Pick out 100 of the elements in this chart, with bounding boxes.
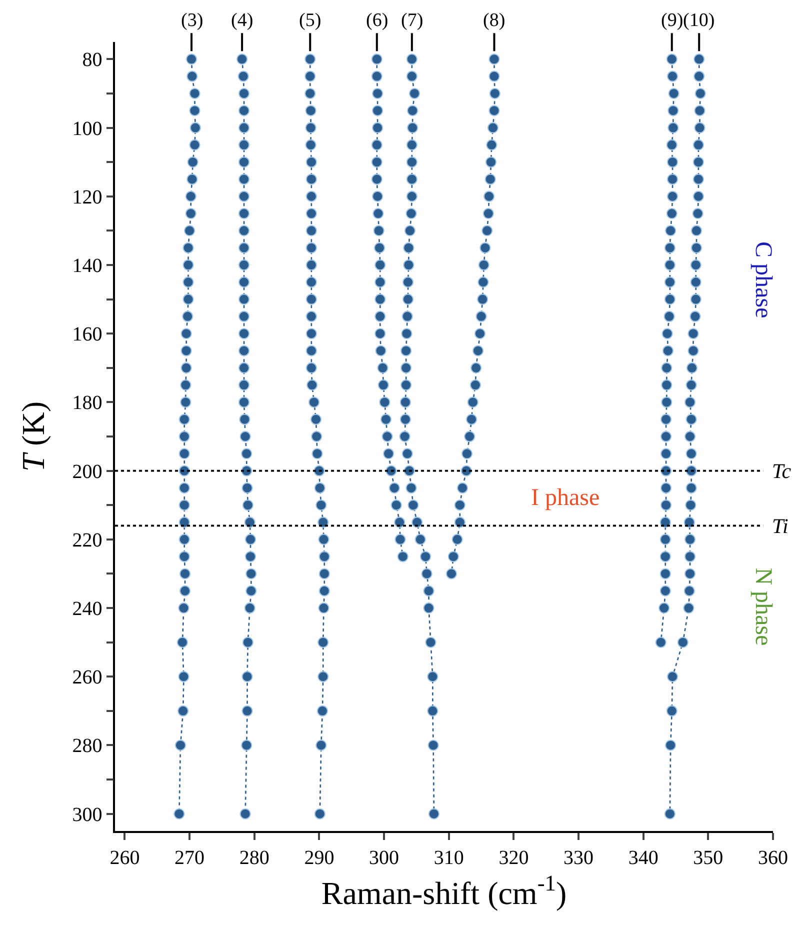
- point: [379, 396, 390, 408]
- point: [684, 568, 696, 580]
- point: [403, 242, 414, 254]
- point: [661, 362, 672, 374]
- point: [238, 310, 250, 322]
- point: [238, 225, 250, 236]
- point: [420, 551, 432, 562]
- point: [238, 362, 250, 374]
- point: [404, 225, 416, 236]
- point: [371, 54, 382, 65]
- point: [178, 482, 190, 494]
- point: [660, 516, 671, 528]
- point: [305, 105, 316, 116]
- y-tick-label: 100: [72, 118, 102, 140]
- point: [306, 190, 317, 202]
- point: [409, 88, 420, 99]
- point: [423, 585, 434, 596]
- point: [407, 105, 418, 116]
- series-label: (10): [683, 10, 715, 31]
- point: [665, 740, 676, 751]
- point: [482, 208, 494, 220]
- y-tick-label: 160: [72, 324, 102, 346]
- point: [182, 310, 194, 322]
- point: [660, 431, 672, 442]
- point: [667, 190, 678, 202]
- point: [472, 345, 484, 356]
- point: [239, 414, 250, 425]
- point: [180, 568, 191, 580]
- point: [488, 105, 500, 116]
- point: [246, 568, 257, 580]
- point: [486, 139, 498, 150]
- point: [306, 156, 317, 168]
- point: [318, 551, 330, 562]
- point: [378, 380, 389, 391]
- point: [316, 740, 327, 751]
- point: [238, 345, 250, 356]
- point: [238, 380, 250, 391]
- point: [660, 551, 671, 562]
- point: [488, 54, 500, 65]
- point: [685, 500, 696, 511]
- point: [178, 448, 190, 460]
- point: [180, 328, 192, 340]
- point: [305, 122, 316, 134]
- point: [406, 156, 418, 168]
- point: [661, 380, 672, 391]
- point: [406, 482, 417, 494]
- point: [462, 448, 473, 460]
- point: [692, 139, 704, 150]
- point: [182, 276, 194, 288]
- point: [185, 208, 196, 220]
- x-tick-label: 340: [628, 846, 658, 869]
- point: [372, 88, 384, 99]
- point: [176, 636, 188, 648]
- point: [306, 225, 317, 236]
- point: [668, 122, 679, 134]
- point: [189, 105, 200, 116]
- point: [178, 671, 190, 682]
- point: [304, 54, 316, 65]
- point: [314, 808, 326, 820]
- point: [692, 174, 704, 185]
- point: [241, 740, 252, 751]
- point: [246, 585, 257, 596]
- series-label: (8): [483, 10, 506, 31]
- point: [664, 808, 676, 820]
- point: [400, 362, 412, 374]
- x-tick-label: 330: [564, 846, 594, 869]
- point: [488, 70, 500, 82]
- point: [412, 516, 423, 528]
- point: [694, 54, 705, 65]
- point: [374, 276, 386, 288]
- point: [306, 310, 317, 322]
- point: [408, 500, 419, 511]
- x-tick-label: 280: [239, 846, 270, 869]
- point: [375, 345, 386, 356]
- series-label: (9): [661, 10, 684, 31]
- point: [318, 636, 329, 648]
- point: [662, 328, 673, 340]
- point: [476, 310, 487, 322]
- point: [314, 482, 326, 494]
- point: [690, 259, 702, 270]
- point: [470, 380, 481, 391]
- point: [664, 294, 676, 305]
- point: [178, 602, 190, 614]
- point: [406, 174, 418, 185]
- point: [655, 636, 666, 648]
- point: [482, 225, 493, 236]
- point: [694, 70, 705, 82]
- ref-line-label: Tc: [772, 459, 792, 483]
- point: [374, 242, 385, 254]
- point: [454, 516, 466, 528]
- point: [306, 362, 317, 374]
- point: [388, 482, 400, 494]
- point: [316, 500, 327, 511]
- point: [185, 190, 196, 202]
- point: [694, 105, 706, 116]
- point: [684, 551, 696, 562]
- point: [406, 190, 418, 202]
- point: [478, 276, 489, 288]
- series-label: (5): [299, 10, 322, 31]
- point: [464, 431, 476, 442]
